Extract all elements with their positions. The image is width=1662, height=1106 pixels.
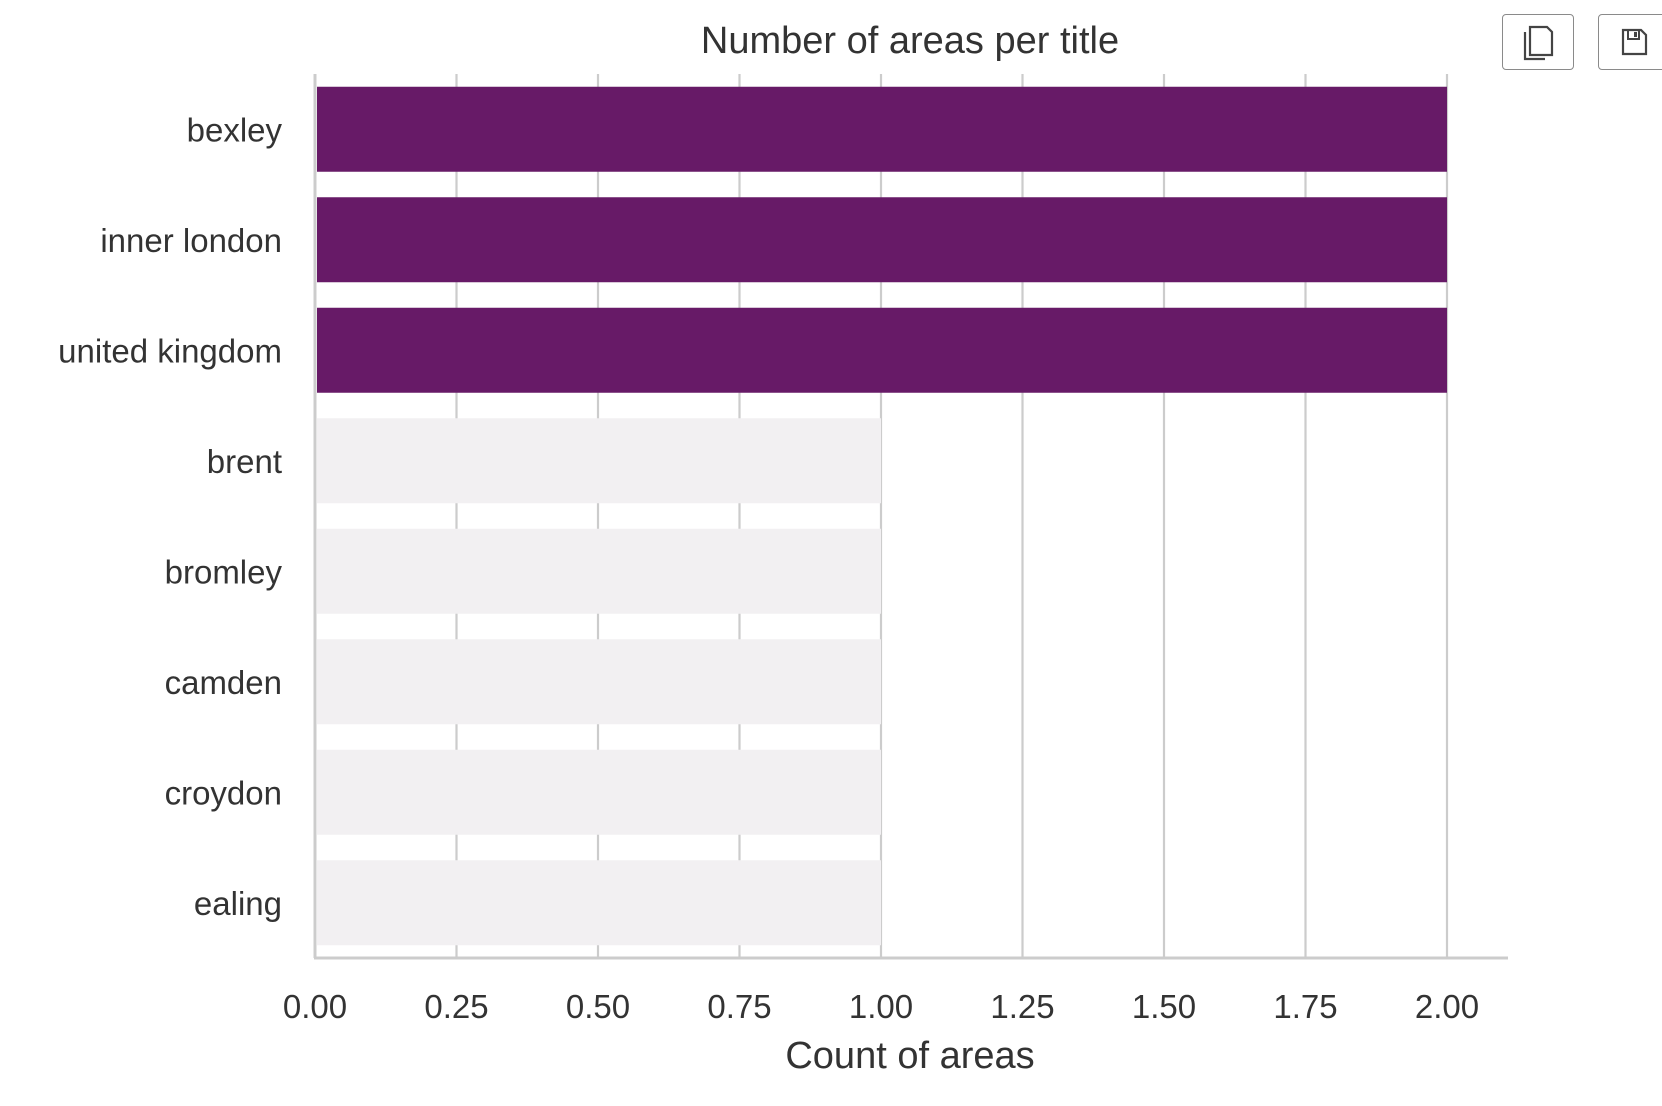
bar-bromley (317, 528, 881, 614)
bar-inner-london (317, 197, 1447, 283)
chart-title: Number of areas per title (701, 20, 1119, 62)
category-label-ealing: ealing (194, 885, 282, 922)
category-labels: bexley inner london united kingdom brent bro… (58, 111, 282, 922)
category-label-united-kingdom: united kingdom (58, 332, 282, 369)
bar-croydon (317, 749, 881, 835)
category-label-inner-london: inner london (100, 222, 282, 259)
category-label-croydon: croydon (165, 774, 282, 811)
x-tick-label-6: 1.50 (1132, 988, 1196, 1025)
bar-ealing (317, 860, 881, 946)
bar-brent (317, 418, 881, 504)
copy-button[interactable] (1502, 14, 1574, 70)
bar-camden (317, 639, 881, 725)
bar-bexley (317, 86, 1447, 172)
x-tick-label-1: 0.25 (424, 988, 488, 1025)
x-tick-label-2: 0.50 (566, 988, 630, 1025)
copy-icon (1523, 25, 1554, 61)
x-tick-label-7: 1.75 (1273, 988, 1337, 1025)
x-tick-label-5: 1.25 (990, 988, 1054, 1025)
x-tick-label-8: 2.00 (1415, 988, 1479, 1025)
x-tick-label-0: 0.00 (283, 988, 347, 1025)
x-tick-label-3: 0.75 (707, 988, 771, 1025)
x-tick-label-4: 1.00 (849, 988, 913, 1025)
category-label-bromley: bromley (165, 553, 283, 590)
save-icon (1621, 28, 1648, 56)
category-label-camden: camden (165, 664, 282, 701)
category-label-bexley: bexley (187, 111, 283, 148)
category-label-brent: brent (207, 443, 282, 480)
axes (313, 74, 1508, 960)
bar-united-kingdom (317, 307, 1447, 393)
x-axis-label: Count of areas (785, 1035, 1034, 1077)
save-button[interactable] (1598, 14, 1662, 70)
x-tick-labels: 0.00 0.25 0.50 0.75 1.00 1.25 1.50 1.75 2.00 (283, 988, 1479, 1025)
bars (317, 86, 1447, 946)
